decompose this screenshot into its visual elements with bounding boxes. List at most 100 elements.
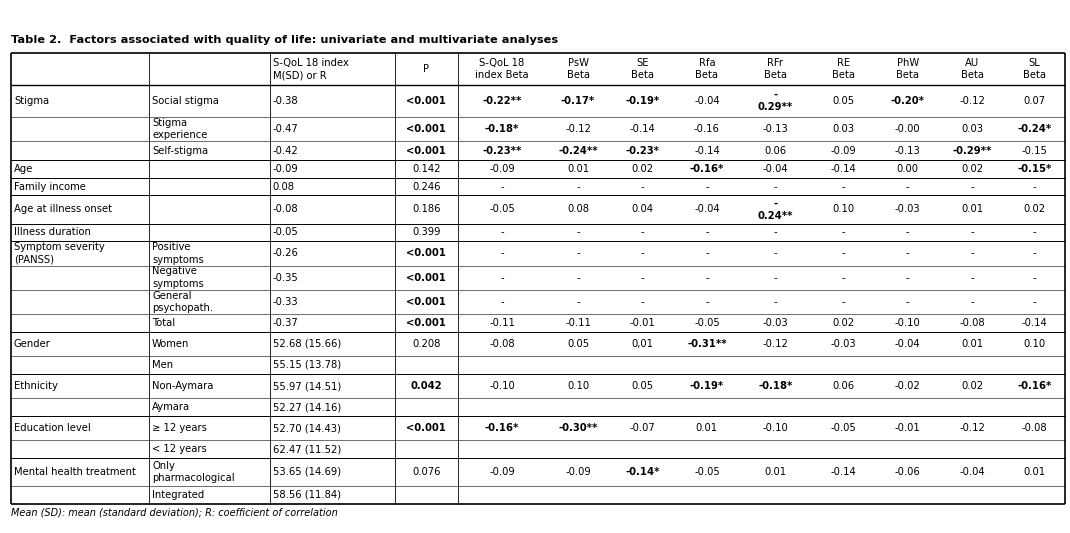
Text: -: - [906,182,910,191]
Text: Education level: Education level [14,423,91,433]
Text: -0.15: -0.15 [1021,146,1048,156]
Text: -0.09: -0.09 [489,164,515,174]
Text: 0.01: 0.01 [961,339,983,349]
Text: -0.31**: -0.31** [687,339,727,349]
Text: 0.208: 0.208 [412,339,441,349]
Text: -: - [641,297,644,307]
Text: 0.142: 0.142 [412,164,441,174]
Text: -0.18*: -0.18* [485,124,519,134]
Text: 0.10: 0.10 [832,205,854,214]
Text: SL
Beta: SL Beta [1023,58,1045,80]
Text: -: - [641,248,644,259]
Text: 52.68 (15.66): 52.68 (15.66) [273,339,341,349]
Text: -0.05: -0.05 [694,467,720,477]
Text: -0.04: -0.04 [694,96,720,106]
Text: -0.14: -0.14 [629,124,655,134]
Text: -: - [1033,228,1036,237]
Text: -: - [970,297,974,307]
Text: 0.10: 0.10 [1023,339,1045,349]
Text: -: - [841,228,845,237]
Text: -0.09: -0.09 [830,146,856,156]
Text: 0.10: 0.10 [567,381,590,391]
Text: -: - [906,248,910,259]
Text: 0.03: 0.03 [961,124,983,134]
Text: -: - [774,228,777,237]
Text: -0.10: -0.10 [895,318,920,328]
Text: -0.12: -0.12 [959,96,985,106]
Text: -0.47: -0.47 [273,124,299,134]
Text: -0.10: -0.10 [763,423,789,433]
Text: -: - [705,248,708,259]
Text: 0.02: 0.02 [961,381,983,391]
Text: -0.14: -0.14 [830,164,856,174]
Text: 0.186: 0.186 [412,205,441,214]
Text: -0.16*: -0.16* [485,423,519,433]
Text: <0.001: <0.001 [407,96,446,106]
Text: -0.14: -0.14 [830,467,856,477]
Text: 0.06: 0.06 [764,146,786,156]
Text: -0.05: -0.05 [273,228,299,237]
Text: -0.19*: -0.19* [625,96,659,106]
Text: Integrated: Integrated [152,490,204,500]
Text: Non-Aymara: Non-Aymara [152,381,214,391]
Text: -: - [774,182,777,191]
Text: Mental health treatment: Mental health treatment [14,467,136,477]
Text: 0.08: 0.08 [273,182,294,191]
Text: -0.33: -0.33 [273,297,299,307]
Text: S-QoL 18
index Beta: S-QoL 18 index Beta [475,58,529,80]
Text: <0.001: <0.001 [407,248,446,259]
Text: -0.20*: -0.20* [890,96,924,106]
Text: <0.001: <0.001 [407,124,446,134]
Text: -0.04: -0.04 [960,467,985,477]
Text: -0.29**: -0.29** [952,146,992,156]
Text: General
psychopath.: General psychopath. [152,291,213,313]
Text: S-QoL 18 index
M(SD) or R: S-QoL 18 index M(SD) or R [273,58,349,80]
Text: <0.001: <0.001 [407,273,446,282]
Text: -: - [577,248,580,259]
Text: Illness duration: Illness duration [14,228,91,237]
Text: RE
Beta: RE Beta [831,58,855,80]
Text: -0.24*: -0.24* [1018,124,1052,134]
Text: 0.01: 0.01 [764,467,786,477]
Text: -0.01: -0.01 [629,318,655,328]
Text: -: - [841,182,845,191]
Text: -0.35: -0.35 [273,273,299,282]
Text: Self-stigma: Self-stigma [152,146,209,156]
Text: -: - [970,273,974,282]
Text: 0.05: 0.05 [631,381,654,391]
Text: -0.16: -0.16 [694,124,720,134]
Text: 0.042: 0.042 [411,381,442,391]
Text: -0.09: -0.09 [273,164,299,174]
Text: 0.02: 0.02 [961,164,983,174]
Text: 52.27 (14.16): 52.27 (14.16) [273,402,341,412]
Text: -: - [1033,248,1036,259]
Text: 0.076: 0.076 [412,467,441,477]
Text: 0.01: 0.01 [1023,467,1045,477]
Text: -: - [641,182,644,191]
Text: 0.01: 0.01 [567,164,590,174]
Text: <0.001: <0.001 [407,297,446,307]
Text: 0.05: 0.05 [567,339,590,349]
Text: -0.02: -0.02 [895,381,920,391]
Text: Age at illness onset: Age at illness onset [14,205,112,214]
Text: 55.15 (13.78): 55.15 (13.78) [273,360,341,370]
Text: 0.246: 0.246 [412,182,441,191]
Text: Social stigma: Social stigma [152,96,219,106]
Text: Women: Women [152,339,189,349]
Text: -: - [906,228,910,237]
Text: -: - [705,297,708,307]
Text: -0.01: -0.01 [895,423,920,433]
Text: -: - [970,228,974,237]
Text: -0.09: -0.09 [489,467,515,477]
Text: 52.70 (14.43): 52.70 (14.43) [273,423,340,433]
Text: PhW
Beta: PhW Beta [897,58,919,80]
Text: -0.12: -0.12 [565,124,591,134]
Text: 0.05: 0.05 [832,96,854,106]
Text: <0.001: <0.001 [407,423,446,433]
Text: -0.37: -0.37 [273,318,299,328]
Text: -
0.24**: - 0.24** [758,198,793,221]
Text: P: P [424,64,429,74]
Text: -: - [906,273,910,282]
Text: 0.02: 0.02 [631,164,654,174]
Text: 0.03: 0.03 [832,124,854,134]
